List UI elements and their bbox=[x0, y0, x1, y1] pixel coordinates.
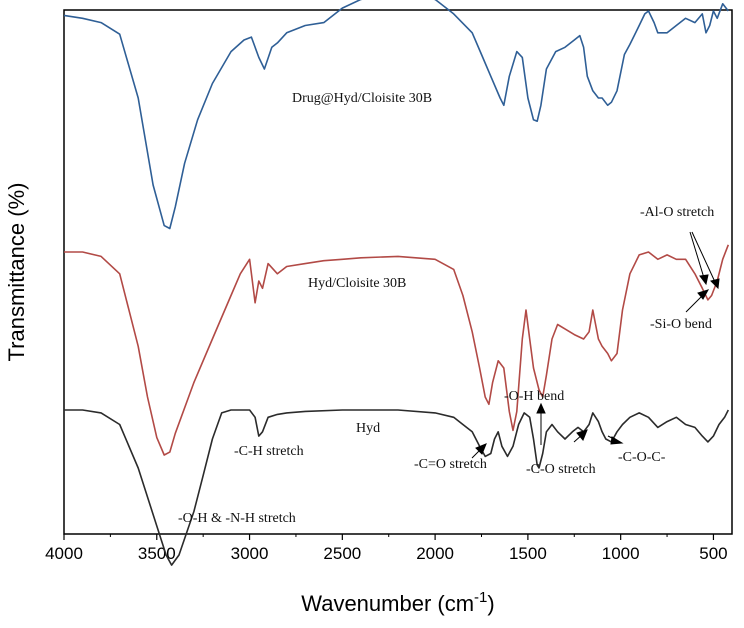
annotation-arrows bbox=[471, 231, 720, 459]
x-tick-label: 500 bbox=[699, 544, 727, 563]
annotation-oh-bend: -O-H bend bbox=[504, 389, 564, 404]
arrowhead-sio bbox=[697, 289, 710, 300]
annotation-co-double-stretch: -C=O stretch bbox=[414, 457, 487, 472]
x-axis-ticks: 4000 3500 3000 2500 2000 1500 1000 500 bbox=[45, 534, 728, 563]
arrow-alo-b bbox=[691, 231, 716, 283]
y-axis-title: Transmittance (%) bbox=[4, 183, 29, 362]
arrowhead-alo-b bbox=[710, 278, 720, 290]
x-tick-label: 2500 bbox=[323, 544, 361, 563]
arrowhead-coc bbox=[610, 436, 624, 445]
series-line-1 bbox=[64, 244, 730, 456]
series-label-hyd-cloisite: Hyd/Cloisite 30B bbox=[308, 276, 406, 291]
arrowhead-oh-bend bbox=[536, 402, 546, 414]
annotation-coc: -C-O-C- bbox=[618, 450, 666, 465]
arrowhead-alo-a bbox=[699, 274, 709, 286]
annotation-co-stretch: -C-O stretch bbox=[526, 462, 596, 477]
x-tick-label: 4000 bbox=[45, 544, 83, 563]
arrowhead-co-double bbox=[475, 443, 487, 455]
x-tick-label: 2000 bbox=[416, 544, 454, 563]
x-axis-title: Wavenumber (cm-1) bbox=[301, 589, 494, 616]
series-line-0 bbox=[63, 0, 729, 230]
arrowhead-co-stretch bbox=[576, 429, 588, 441]
x-tick-label: 3000 bbox=[231, 544, 269, 563]
annotation-ch-stretch: -C-H stretch bbox=[234, 444, 304, 459]
series-line-2 bbox=[64, 409, 730, 566]
series-label-drug-hyd-cloisite: Drug@Hyd/Cloisite 30B bbox=[292, 91, 432, 106]
arrow-alo-a bbox=[689, 231, 705, 279]
series-label-hyd: Hyd bbox=[356, 421, 380, 436]
x-tick-label: 1000 bbox=[602, 544, 640, 563]
annotation-oh-nh-stretch: -O-H & -N-H stretch bbox=[178, 511, 296, 526]
annotation-alo-stretch: -Al-O stretch bbox=[640, 205, 714, 220]
plot-area-frame bbox=[63, 9, 733, 535]
x-tick-label: 1500 bbox=[509, 544, 547, 563]
series-layer bbox=[63, 0, 730, 566]
annotation-sio-bend: -Si-O bend bbox=[650, 317, 712, 332]
x-tick-label: 3500 bbox=[138, 544, 176, 563]
